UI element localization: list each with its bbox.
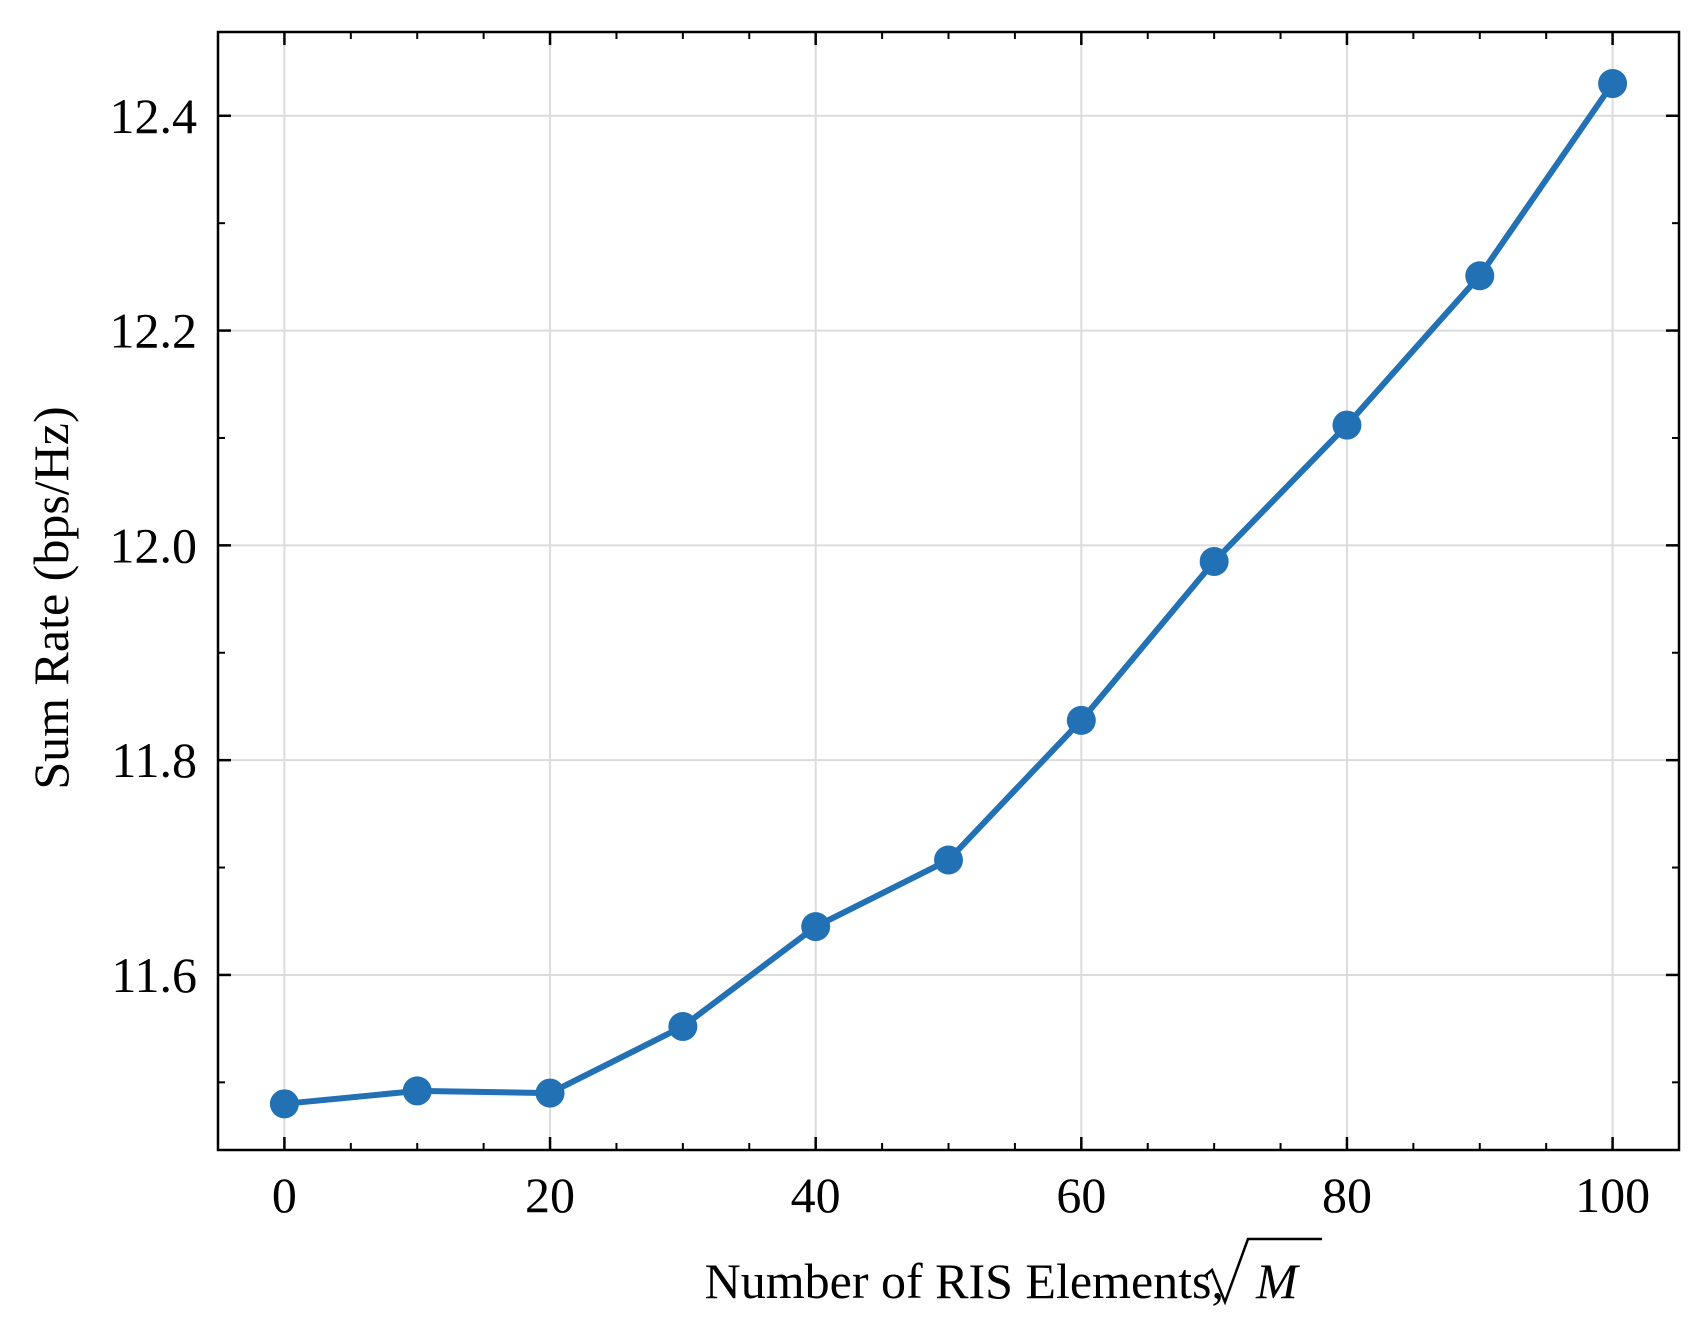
data-point [668, 1011, 698, 1041]
data-point [801, 912, 831, 942]
data-point [1066, 705, 1096, 735]
x-tick-label: 80 [1322, 1167, 1372, 1223]
tick-labels: 0 20 40 60 80 100 11.6 11.8 12.0 12.2 12.4 [110, 88, 1651, 1223]
x-tick-label: 0 [272, 1167, 297, 1223]
x-axis-title-symbol: M [1255, 1253, 1300, 1309]
data-point [934, 845, 963, 875]
y-tick-label: 11.8 [111, 732, 197, 788]
data-point [402, 1076, 432, 1106]
y-axis-title: Sum Rate (bps/Hz) [23, 406, 79, 789]
series-line [281, 80, 1616, 1107]
ticks [217, 32, 1680, 1150]
series-layer [269, 69, 1628, 1119]
x-axis-title: Number of RIS Elements, [705, 1253, 1224, 1309]
x-axis-title-math: M [1204, 1237, 1322, 1309]
x-tick-label: 100 [1575, 1167, 1650, 1223]
plot-frame [216, 30, 1681, 1152]
x-tick-label: 60 [1056, 1167, 1106, 1223]
data-point [1465, 261, 1495, 291]
data-point [1332, 410, 1362, 440]
x-tick-label: 40 [791, 1167, 841, 1223]
y-tick-label: 12.0 [110, 517, 198, 573]
data-point [535, 1078, 565, 1108]
y-tick-label: 12.4 [110, 88, 198, 144]
grid [218, 32, 1679, 1150]
data-point [1598, 69, 1628, 99]
y-tick-label: 12.2 [110, 303, 198, 359]
x-tick-label: 20 [525, 1167, 575, 1223]
data-point [1199, 546, 1229, 576]
y-tick-label: 11.6 [111, 947, 197, 1003]
axes-layer [216, 30, 1681, 1152]
sqrt-sign [1204, 1237, 1322, 1306]
data-point [269, 1089, 299, 1119]
